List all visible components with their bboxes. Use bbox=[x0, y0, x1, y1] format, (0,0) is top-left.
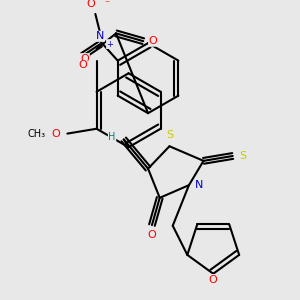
Text: CH₃: CH₃ bbox=[27, 129, 45, 139]
Text: O: O bbox=[86, 0, 95, 9]
Text: ⁻: ⁻ bbox=[104, 0, 110, 9]
Text: O: O bbox=[148, 36, 158, 46]
Text: N: N bbox=[96, 31, 104, 41]
Text: O: O bbox=[51, 129, 60, 139]
Text: S: S bbox=[239, 151, 246, 161]
Text: H: H bbox=[108, 133, 116, 142]
Text: O: O bbox=[78, 61, 87, 70]
Text: O: O bbox=[148, 230, 156, 240]
Text: N: N bbox=[194, 180, 203, 190]
Text: O: O bbox=[209, 274, 218, 285]
Text: S: S bbox=[166, 130, 173, 140]
Text: O: O bbox=[80, 54, 89, 64]
Text: +: + bbox=[106, 40, 113, 49]
